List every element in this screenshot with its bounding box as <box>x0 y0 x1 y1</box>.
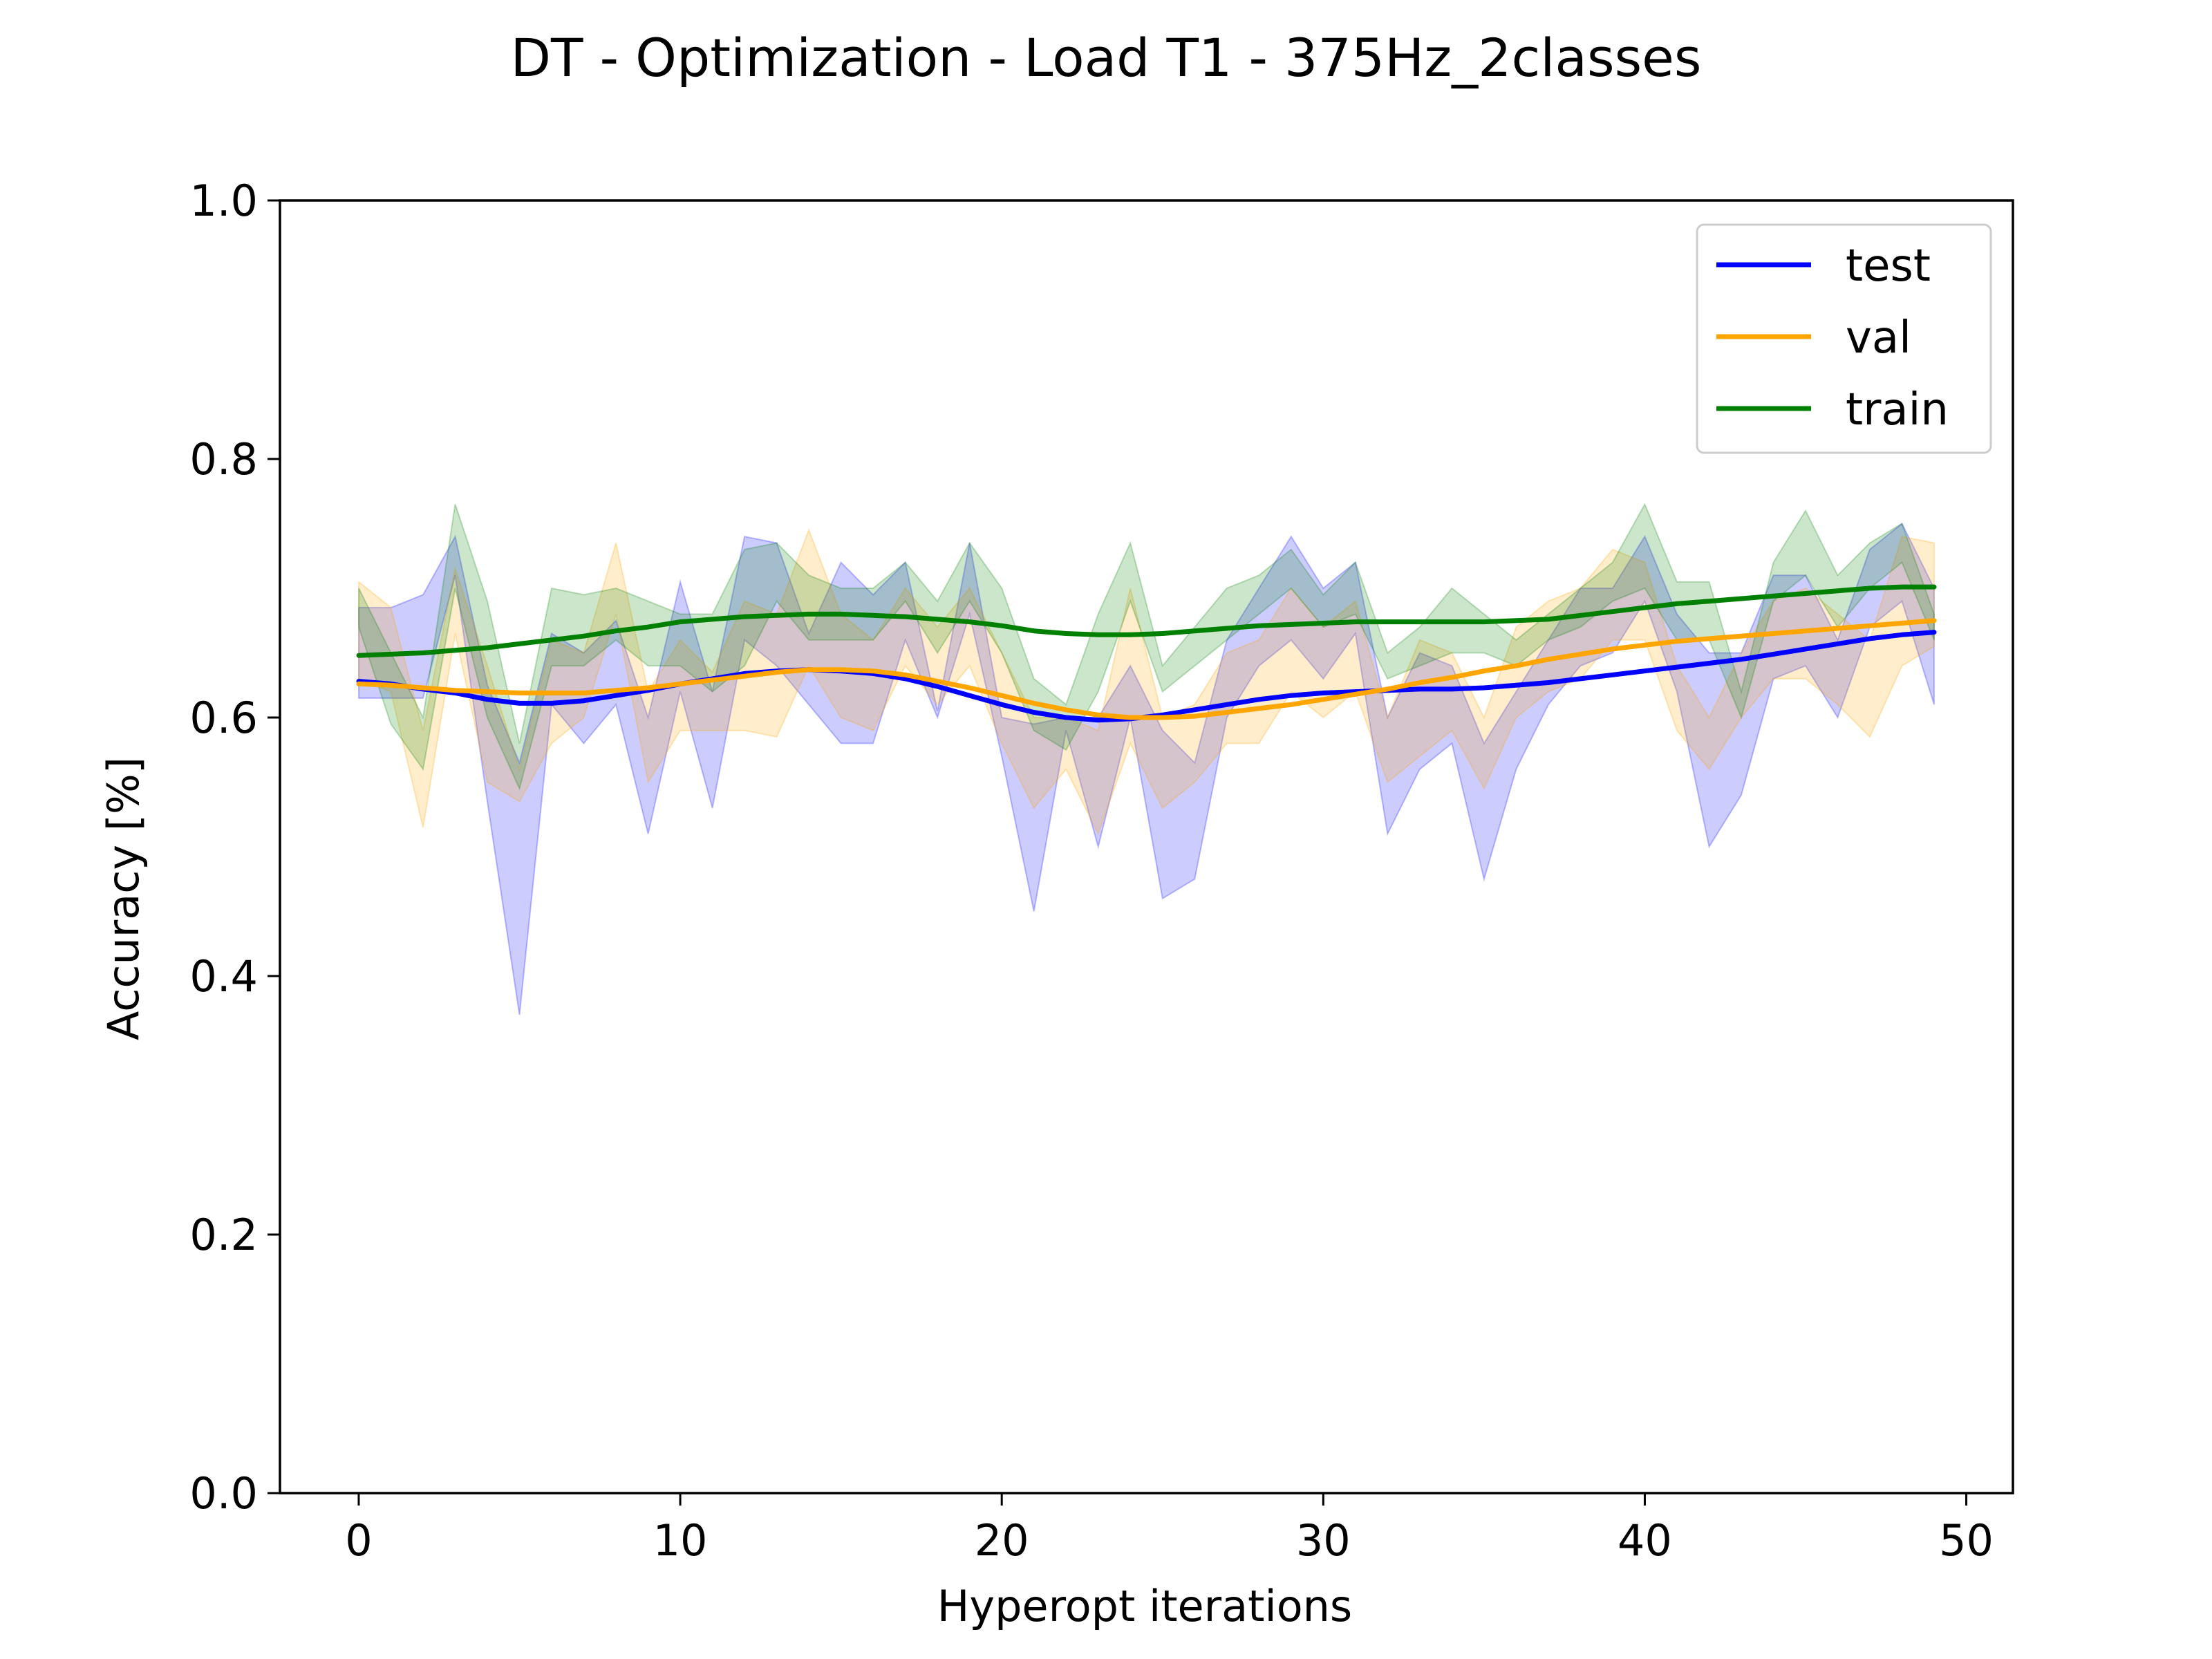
y-tick-label: 0.2 <box>189 1210 258 1260</box>
legend-label-test: test <box>1846 241 1931 292</box>
chart-title: DT - Optimization - Load T1 - 375Hz_2cla… <box>510 27 1701 88</box>
series-line-train <box>356 584 1937 658</box>
x-tick-label: 10 <box>653 1515 708 1566</box>
y-tick-label: 1.0 <box>189 176 258 226</box>
x-tick-label: 50 <box>1939 1515 1994 1566</box>
legend-box <box>1696 223 1992 454</box>
series-line-val <box>356 618 1937 720</box>
legend-label-train: train <box>1846 384 1949 435</box>
x-tick-label: 20 <box>975 1515 1029 1566</box>
x-tick-label: 30 <box>1296 1515 1351 1566</box>
y-tick-label: 0.6 <box>189 693 258 743</box>
y-tick-label: 0.4 <box>189 951 258 1002</box>
x-tick-label: 0 <box>345 1515 372 1566</box>
band-test <box>358 522 1935 1015</box>
band-val <box>358 528 1935 836</box>
legend-label-val: val <box>1846 312 1911 364</box>
plot-area <box>356 503 1937 1015</box>
x-axis-label: Hyperopt iterations <box>937 1581 1352 1631</box>
y-tick-label: 0.8 <box>189 434 258 485</box>
x-tick-label: 40 <box>1618 1515 1672 1566</box>
y-tick-label: 0.0 <box>189 1468 258 1519</box>
axes: 0 10 20 30 40 50 0.0 0.2 0.4 0.6 0.8 1.0 <box>189 176 2014 1566</box>
legend: test val train <box>1696 223 1992 454</box>
band-train <box>358 503 1935 791</box>
plot-frame <box>279 199 2014 1494</box>
y-axis-label: Accuracy [%] <box>98 757 149 1040</box>
